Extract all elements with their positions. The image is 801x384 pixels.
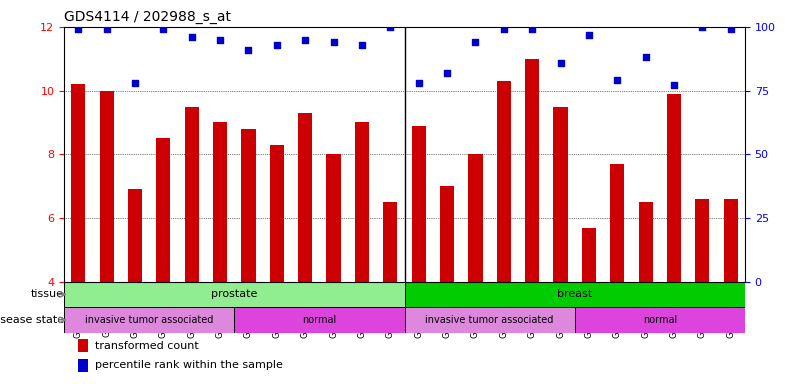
Bar: [638, 202, 653, 384]
Bar: [723, 199, 738, 384]
Point: [129, 80, 142, 86]
Text: normal: normal: [302, 315, 336, 325]
Bar: [78, 339, 88, 352]
Bar: [667, 94, 681, 384]
Bar: [270, 145, 284, 384]
Point: [72, 26, 85, 33]
Bar: [327, 154, 340, 384]
Text: percentile rank within the sample: percentile rank within the sample: [95, 361, 283, 371]
Bar: [553, 106, 568, 384]
Bar: [298, 113, 312, 384]
Point: [271, 41, 284, 48]
FancyBboxPatch shape: [575, 307, 745, 333]
Point: [413, 80, 425, 86]
Text: transformed count: transformed count: [95, 341, 199, 351]
Bar: [582, 228, 596, 384]
Bar: [383, 202, 397, 384]
Text: tissue: tissue: [31, 290, 64, 300]
Bar: [525, 59, 539, 384]
Bar: [99, 91, 114, 384]
Point: [356, 41, 368, 48]
Bar: [78, 359, 88, 372]
Bar: [695, 199, 710, 384]
Point: [299, 36, 312, 43]
Point: [497, 26, 510, 33]
Point: [441, 70, 453, 76]
Bar: [469, 154, 482, 384]
FancyBboxPatch shape: [405, 307, 575, 333]
FancyBboxPatch shape: [64, 307, 234, 333]
Bar: [185, 106, 199, 384]
Bar: [412, 126, 426, 384]
Bar: [128, 189, 142, 384]
Point: [582, 31, 595, 38]
Bar: [241, 129, 256, 384]
Point: [157, 26, 170, 33]
Bar: [497, 81, 511, 384]
Point: [185, 34, 198, 40]
Point: [554, 60, 567, 66]
Point: [667, 83, 680, 89]
Point: [724, 26, 737, 33]
Text: prostate: prostate: [211, 290, 257, 300]
Text: disease state: disease state: [0, 315, 64, 325]
FancyBboxPatch shape: [234, 307, 405, 333]
Point: [611, 77, 624, 83]
Point: [469, 39, 482, 45]
Bar: [213, 122, 227, 384]
Point: [639, 55, 652, 61]
Point: [214, 36, 227, 43]
FancyBboxPatch shape: [64, 282, 405, 307]
Point: [327, 39, 340, 45]
Bar: [610, 164, 624, 384]
Bar: [440, 186, 454, 384]
Text: normal: normal: [642, 315, 677, 325]
Text: breast: breast: [557, 290, 593, 300]
Text: invasive tumor associated: invasive tumor associated: [425, 315, 553, 325]
Point: [525, 26, 538, 33]
Text: invasive tumor associated: invasive tumor associated: [85, 315, 213, 325]
Bar: [355, 122, 369, 384]
Point: [242, 47, 255, 53]
Point: [696, 24, 709, 30]
Text: GDS4114 / 202988_s_at: GDS4114 / 202988_s_at: [64, 10, 231, 25]
Point: [384, 24, 396, 30]
Bar: [156, 138, 171, 384]
FancyBboxPatch shape: [405, 282, 745, 307]
Point: [100, 26, 113, 33]
Bar: [71, 84, 86, 384]
